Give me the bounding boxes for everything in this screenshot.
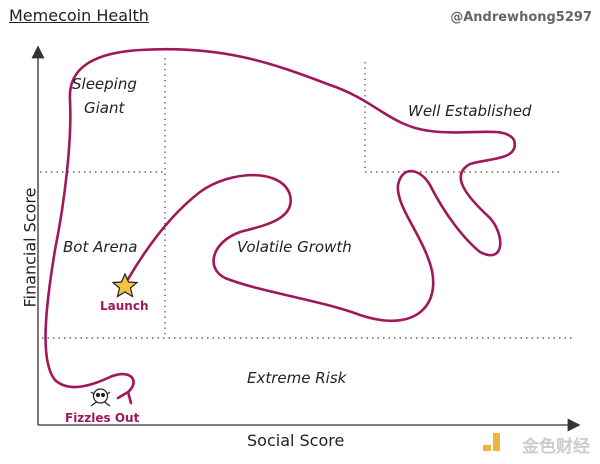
skull-crossbones-icon <box>90 388 111 407</box>
launch-label: Launch <box>100 299 149 313</box>
star-icon <box>111 272 139 298</box>
zone-extreme-risk: Extreme Risk <box>247 369 347 387</box>
zone-sleeping-giant-line2: Giant <box>84 99 125 117</box>
fizzles-out-label: Fizzles Out <box>65 411 140 425</box>
zone-well-established: Well Established <box>408 102 532 120</box>
zone-sleeping-giant-line1: Sleeping <box>72 75 137 93</box>
x-axis-label: Social Score <box>247 431 345 450</box>
quadrant-dividers <box>40 58 572 339</box>
author-handle: @Andrewhong5297 <box>450 10 592 25</box>
zone-volatile-growth: Volatile Growth <box>237 238 352 256</box>
y-axis-label: Financial Score <box>20 187 40 308</box>
watermark: 金色财经 <box>522 437 590 457</box>
memecoin-lifecycle-path <box>44 47 517 405</box>
zone-bot-arena: Bot Arena <box>63 238 138 256</box>
watermark-logo-icon <box>483 433 500 451</box>
diagram-title: Memecoin Health <box>9 6 149 25</box>
